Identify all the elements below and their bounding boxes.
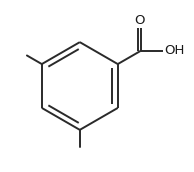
Text: O: O: [134, 14, 145, 27]
Text: OH: OH: [164, 44, 184, 57]
